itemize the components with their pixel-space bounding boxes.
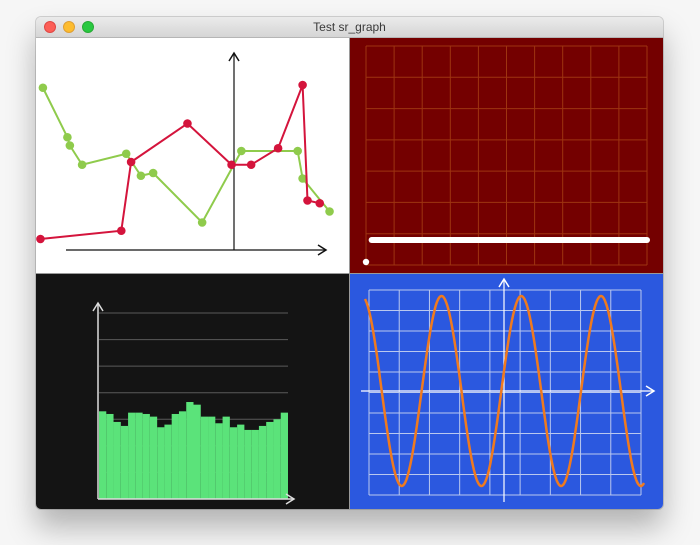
close-button[interactable] bbox=[44, 21, 56, 33]
histogram-svg bbox=[92, 301, 296, 505]
series-2-point bbox=[117, 226, 126, 236]
series-2-point bbox=[36, 234, 45, 244]
series-1-point bbox=[77, 160, 87, 170]
line-graph-panel bbox=[36, 38, 349, 273]
y-axis-arrow bbox=[92, 301, 104, 312]
series-1-point bbox=[65, 141, 75, 150]
series-1-point bbox=[298, 174, 307, 183]
histogram-bar bbox=[106, 413, 114, 499]
histogram-panel bbox=[36, 273, 349, 509]
histogram-bar bbox=[229, 427, 238, 499]
histogram-bar bbox=[251, 429, 259, 499]
series-2-line bbox=[40, 84, 320, 240]
histogram-bar bbox=[120, 425, 129, 499]
series-2-point bbox=[303, 196, 312, 205]
series-1-point bbox=[237, 146, 246, 156]
series-1-point bbox=[293, 146, 303, 156]
histogram-bar bbox=[222, 416, 230, 499]
series-1-point bbox=[197, 218, 207, 227]
series-2-point bbox=[183, 119, 192, 128]
histogram-bar bbox=[186, 402, 194, 499]
histogram-bar bbox=[171, 413, 179, 499]
isolated-point bbox=[362, 258, 370, 266]
sine-curve bbox=[363, 294, 646, 488]
maximize-button[interactable] bbox=[82, 21, 94, 33]
histogram-bar bbox=[193, 404, 201, 499]
graph-grid bbox=[36, 38, 663, 509]
series-1-point bbox=[136, 171, 146, 181]
line-graph-svg bbox=[36, 51, 334, 256]
series-1-point bbox=[38, 83, 48, 93]
x-axis-arrow bbox=[645, 385, 656, 397]
sine-graph-svg bbox=[361, 277, 656, 502]
histogram-bar bbox=[237, 424, 245, 499]
series-2-point bbox=[126, 157, 136, 167]
horizontal-divider bbox=[36, 273, 663, 274]
x-axis-arrow bbox=[317, 244, 328, 256]
histogram-bar bbox=[178, 411, 187, 499]
title-bar[interactable]: Test sr_graph bbox=[36, 17, 663, 38]
sine-graph-panel bbox=[349, 273, 663, 509]
series-2-point bbox=[227, 160, 236, 170]
histogram-bar bbox=[113, 421, 121, 499]
histogram-bar bbox=[258, 425, 267, 499]
histogram-bar bbox=[244, 429, 252, 499]
histogram-bar bbox=[128, 412, 136, 499]
grid-graph-panel bbox=[349, 38, 663, 273]
y-axis-arrow bbox=[498, 277, 510, 288]
series-1-point bbox=[63, 132, 72, 142]
histogram-bar bbox=[135, 412, 143, 499]
histogram-bar bbox=[157, 427, 165, 499]
histogram-bar bbox=[149, 416, 158, 499]
series-2-point bbox=[315, 198, 325, 208]
series-2-point bbox=[273, 143, 283, 153]
app-window: Test sr_graph bbox=[36, 17, 663, 509]
histogram-bar bbox=[215, 423, 223, 499]
histogram-bar bbox=[266, 421, 274, 499]
minimize-button[interactable] bbox=[63, 21, 75, 33]
x-axis-arrow bbox=[285, 493, 296, 505]
histogram-bar bbox=[164, 424, 172, 499]
series-1-line bbox=[42, 87, 331, 225]
series-1-point bbox=[121, 149, 131, 159]
histogram-bar bbox=[99, 411, 107, 499]
series-2-point bbox=[298, 80, 307, 90]
histogram-bar bbox=[273, 419, 281, 499]
histogram-bar bbox=[142, 413, 150, 499]
histogram-bar bbox=[200, 416, 209, 499]
histogram-bar bbox=[208, 416, 216, 499]
series-2-point bbox=[246, 160, 256, 170]
y-axis-arrow bbox=[228, 51, 240, 62]
histogram-bar bbox=[280, 412, 288, 499]
series-1-point bbox=[148, 168, 158, 178]
window-title: Test sr_graph bbox=[313, 20, 386, 34]
series-1-point bbox=[325, 207, 334, 216]
grid-graph-svg bbox=[362, 45, 650, 266]
